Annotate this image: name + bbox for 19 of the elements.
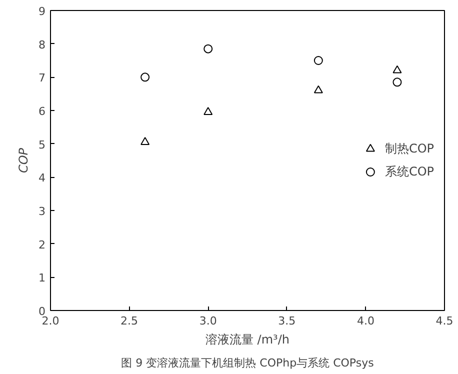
y-tick-label: 9 bbox=[38, 5, 46, 18]
legend-label: 系统COP bbox=[384, 163, 434, 180]
x-tick-label: 4.0 bbox=[356, 314, 374, 328]
y-axis-title: COP bbox=[16, 147, 30, 174]
y-tick-label: 7 bbox=[38, 72, 46, 85]
x-axis-title: 溶液流量 /m³/h bbox=[205, 332, 290, 346]
y-tick-label: 8 bbox=[38, 38, 46, 52]
x-tick-label: 3.5 bbox=[278, 314, 296, 328]
y-tick-label: 1 bbox=[38, 272, 46, 285]
y-tick-label: 6 bbox=[38, 105, 46, 118]
x-tick-label: 3.0 bbox=[199, 314, 217, 328]
y-tick-label: 2 bbox=[38, 238, 46, 252]
x-tick-label: 4.5 bbox=[436, 314, 454, 328]
caption: 图 9 变溶液流量下机组制热 COPhp与系统 COPsys bbox=[121, 356, 374, 370]
x-tick-label: 2.5 bbox=[120, 314, 138, 328]
y-tick-label: 4 bbox=[38, 172, 46, 185]
y-tick-label: 5 bbox=[38, 138, 46, 152]
y-tick-label: 3 bbox=[38, 205, 46, 218]
legend-label: 制热COP bbox=[384, 140, 434, 157]
